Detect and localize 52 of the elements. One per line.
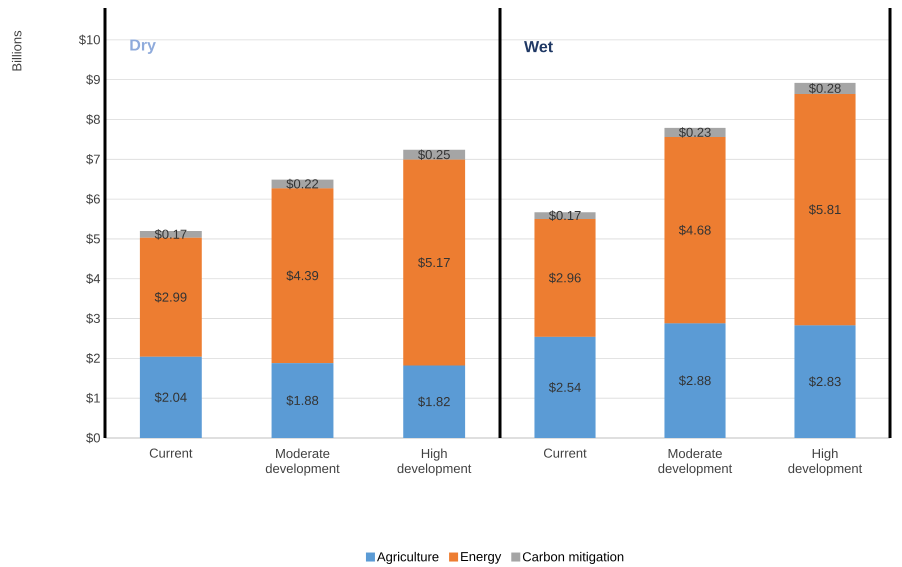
data-label: $0.23 (678, 127, 711, 138)
data-label: $2.04 (154, 392, 187, 403)
bar (140, 356, 202, 438)
data-label: $2.88 (678, 375, 711, 386)
bar (794, 94, 856, 326)
y-tick-label: $8 (86, 114, 100, 125)
data-label: $2.99 (154, 292, 186, 302)
y-tick-label: $0 (86, 432, 100, 444)
data-label: $0.17 (154, 228, 186, 240)
data-label: $0.25 (418, 149, 450, 160)
y-axis-title: Billions (12, 30, 22, 70)
data-label: $0.28 (808, 83, 841, 94)
y-tick-label: $7 (86, 154, 100, 164)
x-tick-label: Moderate development (658, 448, 732, 476)
bar (403, 160, 466, 366)
y-tick-label: $6 (86, 194, 100, 204)
data-label: $2.96 (548, 272, 581, 284)
bar (403, 365, 466, 438)
data-label: $5.17 (418, 257, 450, 268)
data-label: $5.81 (808, 204, 841, 215)
bar (272, 363, 334, 438)
x-tick-label: Current (544, 448, 587, 458)
data-label: $4.39 (286, 270, 318, 281)
x-tick-label: Moderate development (266, 448, 340, 476)
bar (272, 188, 334, 364)
y-tick-label: $5 (86, 234, 100, 244)
data-label: $2.83 (808, 376, 841, 387)
data-label: $1.88 (286, 395, 318, 406)
legend-label: Agriculture (376, 552, 438, 564)
x-tick-label: High development (788, 448, 862, 476)
data-label: $4.68 (678, 224, 711, 236)
y-tick-label: $9 (86, 74, 100, 85)
data-label: $2.54 (548, 382, 581, 393)
x-tick-label: High development (398, 448, 472, 476)
data-label: $0.17 (548, 210, 581, 221)
data-label: $0.22 (286, 178, 318, 190)
legend-label: Carbon mitigation (522, 552, 624, 564)
y-tick-label: $2 (86, 352, 100, 364)
legend-label: Energy (461, 552, 502, 564)
y-tick-label: $3 (86, 313, 100, 324)
text: Wet (524, 40, 553, 52)
bar (534, 212, 596, 219)
y-tick-label: $4 (86, 273, 100, 284)
text: Dry (130, 39, 156, 54)
x-tick-label: Current (150, 448, 192, 458)
bar (664, 136, 726, 324)
data-label: $1.82 (418, 396, 450, 407)
bar (534, 336, 596, 438)
bar (794, 325, 856, 438)
y-tick-label: $10 (78, 34, 100, 45)
bar (664, 323, 726, 438)
y-tick-label: $1 (86, 392, 100, 404)
